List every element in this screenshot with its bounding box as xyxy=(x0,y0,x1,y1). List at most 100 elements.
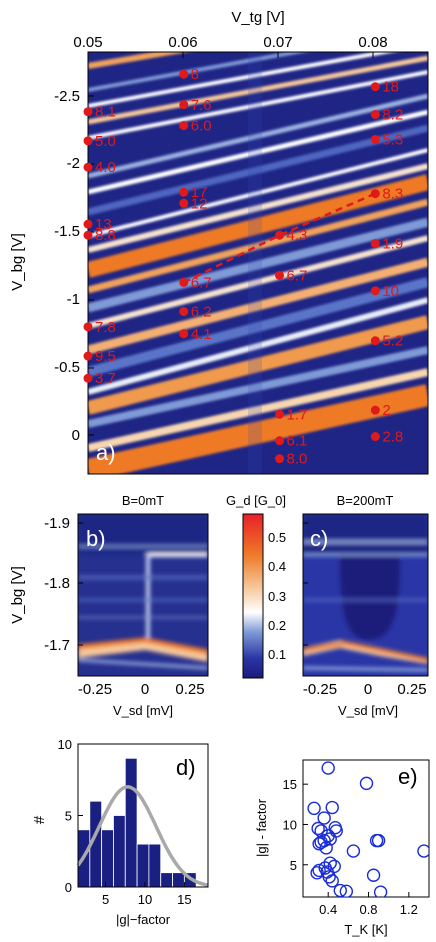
annotation-label: 6.7 xyxy=(287,267,308,284)
y-tick-label: -1 xyxy=(67,291,80,308)
scatter-point xyxy=(325,800,339,815)
panel-b-label: b) xyxy=(86,526,106,551)
y-tick-label: -2 xyxy=(67,155,80,172)
scatter-point xyxy=(310,866,324,880)
panel-a-x-axis-title: V_tg [V] xyxy=(231,9,284,26)
x-tick-label: 0.25 xyxy=(397,681,426,698)
annotation-dot xyxy=(83,322,93,332)
annotation-label: 4.0 xyxy=(95,159,116,176)
panel-a-frame xyxy=(87,51,429,475)
y-tick-label: 5 xyxy=(65,809,72,824)
scatter-point xyxy=(322,870,336,884)
annotation-label: 8.2 xyxy=(382,106,403,123)
annotation-label: 5.0 xyxy=(95,133,116,150)
annotation-dot xyxy=(370,109,380,119)
panel-a-y-ticks: -2.5 -2 -1.5 -1 -0.5 0 xyxy=(54,88,94,444)
scatter-point xyxy=(371,833,386,848)
colorbar-tick: 0.1 xyxy=(268,647,286,662)
annotation-dot xyxy=(83,351,93,361)
annotation-dot xyxy=(370,239,380,249)
annotation-dot xyxy=(370,405,380,415)
panel-e: 0.4 0.8 1.2 5 10 15 |g| - factor T_K [K] e) xyxy=(254,759,430,937)
colorbar-tick: 0.3 xyxy=(268,589,286,604)
annotation-dot xyxy=(83,107,93,117)
x-tick-label: 0.06 xyxy=(168,34,197,51)
annotation-dot xyxy=(370,134,380,144)
scatter-point xyxy=(346,844,361,858)
histogram-bar xyxy=(148,843,162,888)
panel-b-frame xyxy=(77,513,209,677)
panel-d-y-axis-title: # xyxy=(31,815,48,824)
x-tick-label: 0 xyxy=(364,681,372,698)
panel-e-ticks: 0.4 0.8 1.2 5 10 15 xyxy=(283,777,418,917)
panel-e-x-axis-title: T_K [K] xyxy=(344,922,387,937)
annotation-dot xyxy=(275,436,285,446)
scatter-point xyxy=(323,856,337,870)
y-tick-label: -1.7 xyxy=(44,637,70,654)
scatter-point xyxy=(359,776,374,791)
panel-c-heatmap xyxy=(303,514,428,676)
colorbar-tick: 0.4 xyxy=(268,559,286,574)
annotation-dot xyxy=(179,277,189,287)
annotation-label: 8 xyxy=(191,66,199,83)
annotation-label: 5.2 xyxy=(382,333,403,350)
annotation-dot xyxy=(370,336,380,346)
annotation-label: 3.7 xyxy=(95,370,116,387)
colorbar: G_d [G_0] 0.5 0.4 0.3 0.2 0.1 xyxy=(226,493,286,679)
annotation-label: 1.9 xyxy=(382,236,403,253)
histogram-bar xyxy=(101,829,114,888)
annotation-label: 10 xyxy=(382,283,399,300)
annotation-label: 4.3 xyxy=(287,227,308,244)
x-tick-label: 5 xyxy=(102,892,109,907)
annotation-dot xyxy=(275,409,285,419)
y-tick-label: -1.8 xyxy=(44,575,70,592)
panel-c: B=200mT -0.25 0 0.25 V_sd [mV] c) xyxy=(302,493,429,718)
panel-c-title: B=200mT xyxy=(337,493,394,508)
panel-a-x-ticks: 0.05 0.06 0.07 0.08 xyxy=(73,34,388,58)
annotation-label: 5.3 xyxy=(382,131,403,148)
annotation-label: 6.1 xyxy=(287,433,308,450)
panel-d-label: d) xyxy=(176,755,196,780)
scatter-point xyxy=(317,811,331,825)
histogram-bar xyxy=(113,815,126,888)
panel-a-label: a) xyxy=(96,440,116,465)
panel-a-y-axis-title: V_bg [V] xyxy=(9,233,26,291)
panel-c-label: c) xyxy=(310,526,328,551)
y-tick-label: 0 xyxy=(72,427,80,444)
panel-b-x-axis-title: V_sd [mV] xyxy=(113,703,173,718)
panel-d: 5 10 15 0 5 10 # |g|−factor d) xyxy=(31,737,209,927)
histogram-bar xyxy=(136,843,150,888)
colorbar-tick: 0.2 xyxy=(268,618,286,633)
y-tick-label: 10 xyxy=(283,817,297,832)
annotation-dot xyxy=(83,162,93,172)
histogram-bar xyxy=(172,872,185,888)
annotation-dot xyxy=(370,82,380,92)
scatter-point xyxy=(373,885,388,897)
annotation-label: 18 xyxy=(382,79,399,96)
annotation-dot xyxy=(179,121,189,131)
x-tick-label: 0.25 xyxy=(175,681,204,698)
annotation-label: 1.7 xyxy=(287,406,308,423)
annotation-label: 6.7 xyxy=(191,274,212,291)
annotation-label: 4.1 xyxy=(191,326,212,343)
annotation-label: 2 xyxy=(382,402,390,419)
x-tick-label: 0.05 xyxy=(73,34,102,51)
scatter-point xyxy=(323,832,337,846)
panel-d-ticks: 5 10 15 0 5 10 xyxy=(58,737,192,907)
annotation-dot xyxy=(83,219,93,229)
annotation-label: 7.6 xyxy=(191,97,212,114)
annotation-label: 8.1 xyxy=(95,104,116,121)
panel-b-y-axis-title: V_bg [V] xyxy=(9,566,26,624)
panel-e-points xyxy=(307,761,429,897)
panel-b: B=0mT -1.9 -1.8 -1.7 V_bg [V] -0.25 xyxy=(9,493,209,718)
annotation-dot xyxy=(179,187,189,197)
y-tick-label: -1.5 xyxy=(54,223,80,240)
annotation-label: 8.3 xyxy=(382,186,403,203)
histogram-bar xyxy=(160,872,173,888)
scatter-point xyxy=(311,821,325,836)
annotation-dot xyxy=(179,329,189,339)
scatter-point xyxy=(339,884,354,897)
annotation-label: 2.8 xyxy=(382,429,403,446)
scatter-point xyxy=(321,761,335,775)
annotation-dot xyxy=(83,230,93,240)
